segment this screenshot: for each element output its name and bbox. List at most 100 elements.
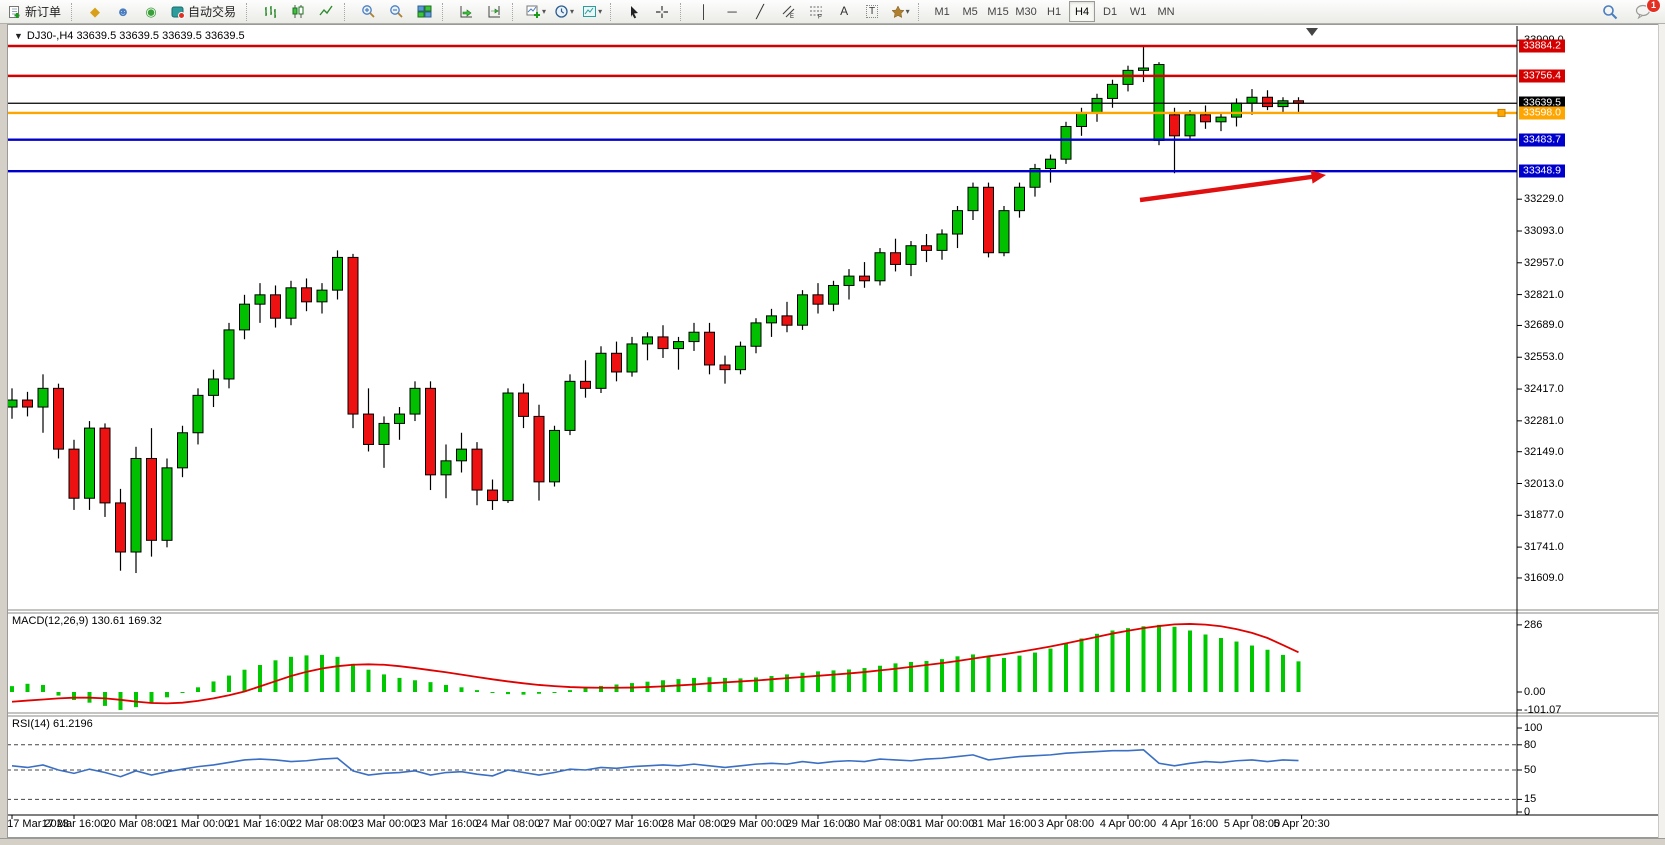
- tile-windows-icon: [417, 5, 432, 18]
- label-tool-button[interactable]: T: [859, 1, 885, 23]
- bull-candle: [394, 413, 405, 424]
- rsi-axis-label: 50: [1524, 764, 1537, 776]
- horizontal-line-tool-button[interactable]: ─: [719, 1, 745, 23]
- timeframe-mn-button[interactable]: MN: [1157, 5, 1175, 18]
- toolbar-separator: [680, 2, 687, 21]
- dropdown-arrow-icon: ▾: [598, 7, 603, 16]
- publisher-button[interactable]: ☻: [110, 1, 136, 23]
- bear-candle: [890, 252, 901, 265]
- macd-histogram-bar: [25, 683, 30, 692]
- new-order-button[interactable]: 新订单: [3, 1, 66, 23]
- macd-histogram-bar: [1296, 661, 1301, 692]
- bull-candle: [208, 378, 219, 396]
- bull-candle: [1231, 102, 1242, 118]
- bear-candle: [115, 502, 126, 553]
- timeframe-d1-button[interactable]: D1: [1103, 5, 1118, 18]
- macd-histogram-bar: [475, 690, 479, 692]
- timeframe-w1-button[interactable]: W1: [1129, 5, 1147, 18]
- macd-histogram-bar: [1234, 641, 1239, 692]
- price-axis-label: 31609.0: [1524, 571, 1564, 584]
- bear-candle: [22, 399, 33, 408]
- macd-histogram-bar: [320, 654, 324, 692]
- one-click-trading-toggle-icon[interactable]: ▼: [14, 31, 23, 41]
- bar-chart-button[interactable]: [257, 1, 283, 23]
- bull-candle: [1076, 111, 1087, 127]
- templates-button[interactable]: ▾: [579, 1, 605, 23]
- line-chart-button[interactable]: [313, 1, 339, 23]
- timeframe-h4-button[interactable]: H4: [1069, 1, 1096, 22]
- bull-candle: [874, 252, 886, 282]
- auto-trading-button[interactable]: 自动交易: [166, 1, 241, 23]
- macd-histogram-bar: [1064, 643, 1068, 692]
- trendline-tool-button[interactable]: ╱: [747, 1, 773, 23]
- symbol-ohlc-label[interactable]: ▼ DJ30-,H4 33639.5 33639.5 33639.5 33639.…: [14, 30, 245, 42]
- macd-histogram-bar: [165, 692, 169, 698]
- toolbar-separator: [246, 2, 253, 21]
- macd-histogram-bar: [785, 674, 789, 692]
- label-icon: T: [866, 5, 879, 18]
- rsi-axis-label: 15: [1524, 793, 1537, 806]
- bull-candle: [1029, 168, 1041, 188]
- text-tool-button[interactable]: A: [831, 1, 857, 23]
- time-axis-label: 29 Mar 00:00: [723, 818, 789, 830]
- arrow-annotation-head[interactable]: [1310, 170, 1326, 184]
- macd-histogram-bar: [72, 692, 76, 701]
- history-center-button[interactable]: ◆: [82, 1, 108, 23]
- time-axis-label: 22 Mar 08:00: [289, 818, 355, 830]
- support-line-2-label: 33348.9: [1519, 164, 1565, 178]
- add-indicator-button[interactable]: ▾: [523, 1, 549, 23]
- zoom-in-button[interactable]: [355, 1, 381, 23]
- time-axis-label: 21 Mar 16:00: [227, 818, 293, 830]
- bull-candle: [456, 448, 467, 462]
- bull-candle: [998, 210, 1010, 254]
- channel-tool-button[interactable]: E: [775, 1, 801, 23]
- chart-shift-marker[interactable]: [1306, 28, 1318, 36]
- bull-candle: [1246, 96, 1258, 104]
- macd-histogram-bar: [537, 692, 541, 694]
- price-axis-label: 31741.0: [1524, 541, 1564, 554]
- toolbar-separator: [610, 2, 617, 21]
- bear-candle: [425, 387, 436, 476]
- fibonacci-tool-button[interactable]: F: [803, 1, 829, 23]
- timeframe-m15-button[interactable]: M15: [987, 5, 1009, 18]
- bull-candle: [688, 331, 700, 343]
- chart-canvas[interactable]: [0, 24, 1665, 838]
- bull-candle: [130, 457, 142, 553]
- macd-indicator-label: MACD(12,26,9) 130.61 169.32: [12, 615, 162, 627]
- bull-candle: [735, 345, 746, 371]
- timeframe-m30-button[interactable]: M30: [1015, 5, 1037, 18]
- alerts-button[interactable]: ◉: [138, 1, 164, 23]
- macd-histogram-bar: [335, 656, 340, 692]
- timeframe-h1-button[interactable]: H1: [1047, 5, 1062, 18]
- bear-candle: [533, 415, 545, 483]
- macd-histogram-bar: [382, 674, 386, 692]
- timeframe-m1-button[interactable]: M1: [934, 5, 950, 18]
- zoom-out-button[interactable]: [383, 1, 409, 23]
- cursor-tool-button[interactable]: [621, 1, 647, 23]
- macd-histogram-bar: [459, 687, 464, 692]
- toolbar-separator: [512, 2, 519, 21]
- bull-candle: [626, 343, 638, 373]
- shapes-tool-button[interactable]: ▾: [887, 1, 913, 23]
- crosshair-tool-button[interactable]: [649, 1, 675, 23]
- bull-candle: [936, 233, 948, 251]
- chat-button[interactable]: 1: [1630, 0, 1661, 23]
- text-icon: A: [840, 4, 849, 18]
- arrow-annotation[interactable]: [1139, 174, 1317, 203]
- bear-candle: [611, 352, 622, 373]
- order-line-handle[interactable]: [1497, 108, 1506, 117]
- macd-histogram-bar: [1203, 634, 1208, 692]
- vertical-line-tool-button[interactable]: │: [691, 1, 717, 23]
- bear-candle: [471, 448, 483, 491]
- bear-candle: [1262, 96, 1273, 108]
- timeframe-m5-button[interactable]: M5: [962, 5, 978, 18]
- periods-button[interactable]: ▾: [551, 1, 577, 23]
- search-button[interactable]: [1597, 1, 1623, 23]
- time-axis-label: 20 Mar 08:00: [103, 818, 169, 830]
- candlestick-chart-button[interactable]: [285, 1, 311, 23]
- auto-scroll-button[interactable]: [453, 1, 479, 23]
- time-axis-label: 5 Apr 08:00: [1223, 818, 1281, 830]
- macd-histogram-bar: [924, 661, 929, 692]
- tile-windows-button[interactable]: [411, 1, 437, 23]
- chart-shift-button[interactable]: [481, 1, 507, 23]
